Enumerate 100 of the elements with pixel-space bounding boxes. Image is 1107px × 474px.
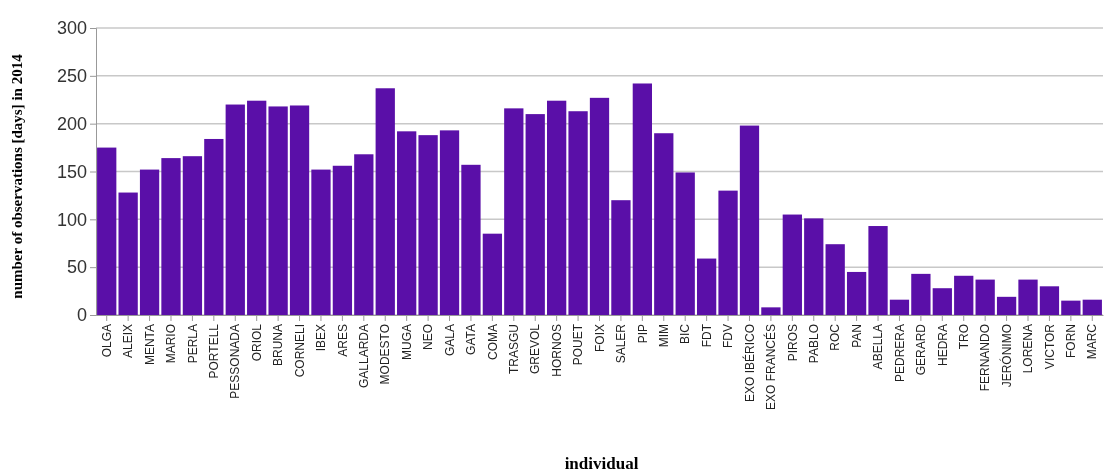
- bar: [846, 271, 867, 315]
- bar: [761, 307, 781, 315]
- bar: [311, 169, 331, 315]
- bar: [289, 105, 310, 315]
- x-axis-title: individual: [564, 454, 639, 473]
- bar: [954, 275, 974, 315]
- x-tick-label: CORNELI: [292, 324, 307, 378]
- bar: [397, 131, 417, 315]
- x-tick-label: SALER: [614, 323, 629, 364]
- bar: [439, 130, 460, 315]
- x-tick-label: FORN: [1064, 324, 1079, 358]
- x-tick-label: LORENA: [1021, 324, 1036, 374]
- x-tick-label: GREVOL: [528, 323, 543, 375]
- x-tick-label: MIM: [656, 324, 671, 348]
- x-tick-label: PERLA: [185, 324, 200, 364]
- bar: [911, 273, 931, 315]
- bar: [247, 100, 267, 315]
- y-tick-label: 300: [56, 18, 87, 39]
- bar: [654, 133, 674, 315]
- x-tick-label: PEDRERA: [892, 324, 907, 383]
- bar: [1061, 300, 1081, 315]
- x-tick-label: FDV: [721, 324, 736, 348]
- x-tick-label: ALEIX: [121, 324, 136, 359]
- y-tick-label: 0: [76, 305, 87, 326]
- x-tick-label: ABELLA: [871, 324, 886, 370]
- y-tick-label: 200: [56, 113, 87, 134]
- x-tick-label: EXO FRANCÉS: [763, 324, 779, 411]
- x-tick-label: FOIX: [592, 324, 607, 353]
- x-tick-label: OLGA: [99, 324, 114, 358]
- bar: [782, 214, 802, 315]
- bar: [182, 156, 203, 315]
- x-tick-label: COMA: [485, 324, 500, 360]
- x-tick-label: PIP: [635, 324, 650, 344]
- bar: [461, 164, 481, 315]
- bar: [118, 192, 138, 315]
- x-tick-label: GATA: [464, 324, 479, 355]
- bar: [568, 111, 588, 315]
- x-tick-label: BIC: [678, 323, 693, 345]
- x-tick-label: PORTELL: [207, 323, 222, 379]
- bar: [804, 218, 824, 315]
- x-tick-label: NEO: [421, 324, 436, 351]
- bar: [204, 138, 224, 315]
- bar: [868, 226, 888, 315]
- x-tick-label: TRO: [956, 324, 971, 350]
- bar: [825, 244, 845, 315]
- x-tick-label: BRUNA: [271, 324, 286, 367]
- x-tick-label: TRASGU: [507, 324, 521, 375]
- bar: [696, 258, 717, 315]
- bar: [1082, 299, 1102, 315]
- bar: [161, 158, 181, 315]
- x-tick-label: MUGA: [399, 324, 414, 360]
- x-tick-label: GERARD: [914, 323, 929, 376]
- bar: [611, 200, 631, 315]
- bar: [375, 88, 395, 315]
- x-tick-label: ORIOL: [249, 323, 264, 362]
- bar: [332, 165, 353, 315]
- x-tick-label: GALA: [442, 324, 457, 357]
- bar: [225, 104, 245, 315]
- x-tick-label: FDT: [699, 323, 714, 348]
- bar: [268, 106, 288, 315]
- x-tick-label: MENTA: [142, 324, 157, 366]
- x-tick-label: MARIO: [164, 324, 179, 364]
- x-tick-label: IBEX: [314, 324, 329, 352]
- bar: [675, 172, 695, 315]
- x-tick-label: MARC: [1085, 323, 1100, 360]
- x-tick-label: PABLO: [806, 324, 821, 364]
- bar: [1018, 279, 1038, 315]
- bar: [932, 288, 952, 315]
- x-tick-label: VICTOR: [1042, 323, 1057, 370]
- bar: [418, 135, 438, 315]
- bar: [889, 299, 910, 315]
- x-tick-label: GALLARDA: [357, 324, 372, 389]
- y-tick-label: 150: [56, 161, 87, 182]
- y-tick-label: 250: [56, 66, 87, 87]
- bar: [354, 154, 374, 315]
- x-tick-label: PAN: [849, 324, 864, 348]
- x-tick-label: ROC: [828, 323, 843, 351]
- x-tick-label: HORNOS: [549, 324, 564, 377]
- x-tick-label: FERNANDO: [978, 324, 993, 392]
- bar: [718, 190, 738, 315]
- bar: [1039, 286, 1060, 315]
- x-tick-label: ARES: [335, 324, 350, 357]
- y-tick-label: 50: [66, 257, 87, 278]
- x-tick-label: PESSONADA: [228, 324, 243, 399]
- bar: [482, 233, 503, 315]
- bar: [589, 97, 610, 315]
- x-tick-label: PIROS: [785, 324, 800, 362]
- bar: [547, 100, 567, 315]
- bar: [139, 169, 160, 315]
- x-tick-label: MODESTO: [378, 324, 393, 385]
- x-tick-label: POUET: [571, 323, 586, 366]
- bar: [525, 114, 545, 315]
- x-tick-label: HEDRA: [935, 324, 950, 367]
- bar: [97, 147, 117, 315]
- y-tick-label: 100: [56, 209, 87, 230]
- y-axis-title: number of observations [days] in 2014: [9, 53, 25, 299]
- bar: [996, 296, 1017, 315]
- bar: [975, 279, 995, 315]
- bar: [504, 108, 524, 315]
- x-tick-label: JERÓNIMO: [998, 324, 1014, 388]
